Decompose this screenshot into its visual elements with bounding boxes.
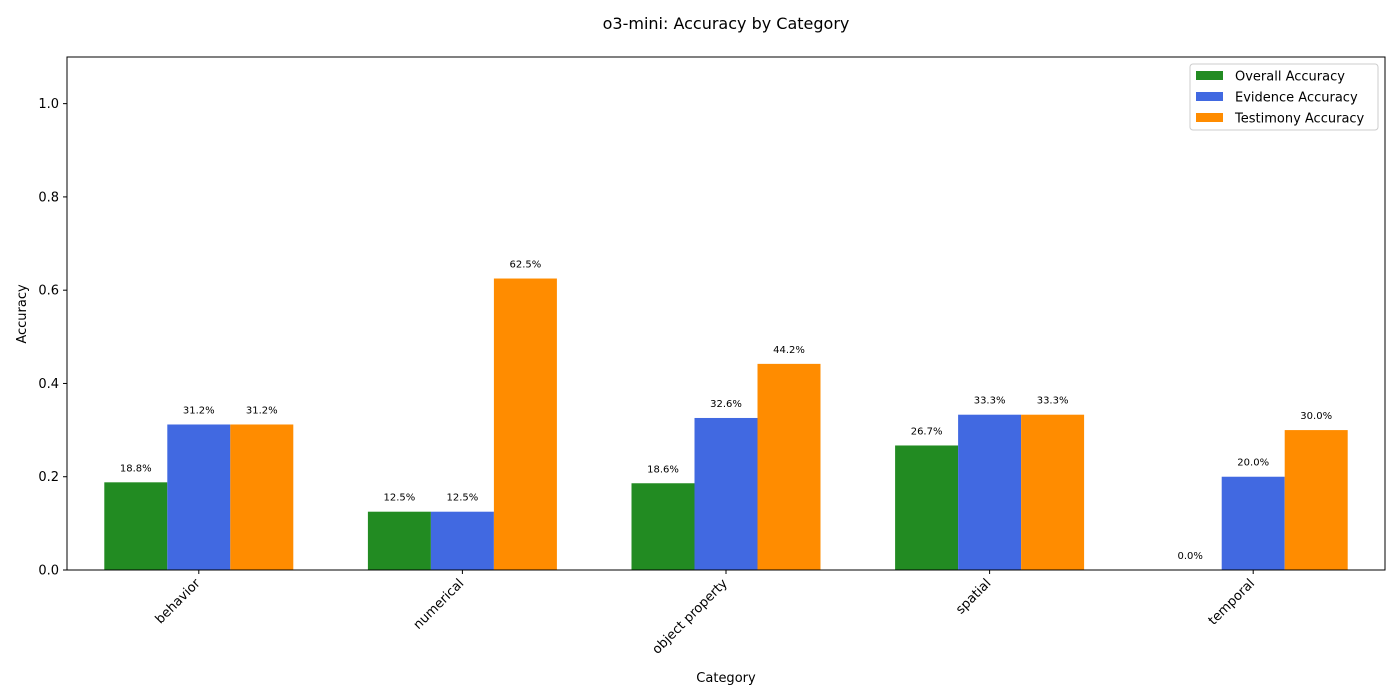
data-label-0-2: 18.6%: [647, 464, 679, 475]
data-label-2-3: 33.3%: [1037, 396, 1069, 407]
bar-1-3: [958, 414, 1022, 570]
data-label-1-1: 12.5%: [447, 493, 479, 504]
bar-0-3: [895, 445, 959, 570]
y-tick-label-4: 0.8: [38, 190, 59, 205]
bar-2-1: [493, 278, 557, 570]
data-label-0-3: 26.7%: [911, 426, 943, 437]
data-label-1-3: 33.3%: [974, 396, 1006, 407]
data-label-2-1: 62.5%: [510, 260, 542, 271]
data-label-1-0: 31.2%: [183, 405, 215, 416]
x-tick-label-1: numerical: [411, 576, 467, 632]
data-label-2-2: 44.2%: [773, 345, 805, 356]
legend: Overall Accuracy Evidence Accuracy Testimo…: [1189, 63, 1379, 131]
data-label-0-4: 0.0%: [1177, 551, 1202, 562]
x-tick-label-4: temporal: [1206, 576, 1258, 628]
bar-1-0: [167, 424, 231, 570]
data-label-0-1: 12.5%: [384, 493, 416, 504]
bar-1-2: [694, 417, 758, 570]
legend-label-0: Overall Accuracy: [1235, 70, 1345, 85]
bar-2-4: [1284, 430, 1348, 570]
data-label-1-4: 20.0%: [1237, 458, 1269, 469]
legend-swatch-2: [1196, 113, 1223, 122]
x-axis-label: Category: [696, 671, 756, 686]
legend-box: [1189, 63, 1379, 131]
y-axis-label: Accuracy: [15, 284, 30, 344]
plot-area: 18.8% 12.5% 18.6% 26.7% 0.0% 31.2% 12.5% 32.6% 3…: [38, 56, 1386, 657]
legend-label-2: Testimony Accuracy: [1234, 112, 1365, 127]
bar-1-1: [430, 511, 494, 570]
legend-label-1: Evidence Accuracy: [1235, 91, 1358, 106]
y-tick-label-3: 0.6: [38, 284, 59, 299]
legend-swatch-0: [1196, 71, 1223, 80]
data-label-2-0: 31.2%: [246, 405, 278, 416]
x-tick-label-0: behavior: [153, 576, 204, 627]
bar-0-1: [367, 511, 431, 570]
x-tick-label-2: object property: [650, 576, 731, 657]
bar-2-0: [230, 424, 294, 570]
bar-0-0: [104, 482, 168, 570]
data-label-1-2: 32.6%: [710, 399, 742, 410]
y-tick-label-1: 0.2: [38, 470, 59, 485]
y-tick-label-0: 0.0: [38, 564, 59, 579]
bar-0-2: [631, 483, 695, 570]
data-label-0-0: 18.8%: [120, 463, 152, 474]
y-tick-label-2: 0.4: [38, 377, 59, 392]
y-tick-label-5: 1.0: [38, 97, 59, 112]
bar-1-4: [1221, 476, 1285, 570]
legend-swatch-1: [1196, 92, 1223, 101]
bar-2-3: [1021, 414, 1085, 570]
x-tick-label-3: spatial: [953, 576, 994, 617]
chart-title: o3-mini: Accuracy by Category: [603, 14, 850, 33]
bar-2-2: [757, 363, 821, 570]
data-label-2-4: 30.0%: [1300, 411, 1332, 422]
